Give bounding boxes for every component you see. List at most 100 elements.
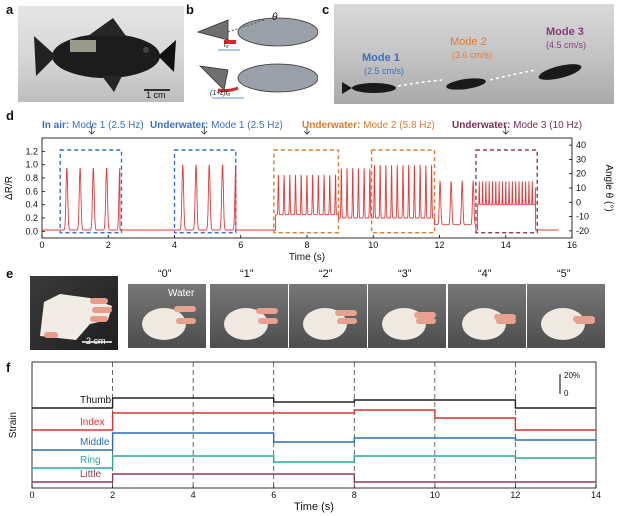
strain-scale-bottom-label: 0 bbox=[564, 389, 569, 398]
gesture-label-2: “2” bbox=[319, 268, 333, 280]
x-tick-label: 12 bbox=[510, 490, 520, 500]
strain-line-little bbox=[32, 473, 596, 483]
highlight-box-3 bbox=[273, 149, 340, 234]
gesture-photo-0 bbox=[128, 284, 206, 348]
gesture-photo-5 bbox=[527, 284, 605, 348]
arrow-underwater-mode2 bbox=[303, 126, 311, 135]
mode1-name: Mode 1 bbox=[362, 52, 400, 64]
gesture-photo-1 bbox=[210, 284, 288, 348]
highlight-box-2 bbox=[173, 149, 237, 234]
highlight-box-1 bbox=[59, 149, 123, 234]
x-tick-label: 6 bbox=[238, 240, 243, 250]
arrow-in-air bbox=[88, 126, 95, 135]
mode2-name: Mode 2 bbox=[450, 36, 487, 48]
x-tick-label: 12 bbox=[434, 240, 444, 250]
sensor-patch bbox=[70, 40, 96, 52]
x-tick-label: 14 bbox=[591, 490, 601, 500]
strain-scale-top-label: 20% bbox=[564, 371, 580, 380]
y-right-tick-label: 20 bbox=[576, 169, 586, 179]
y-right-tick-label: 10 bbox=[576, 183, 586, 193]
x-tick-label: 8 bbox=[304, 240, 309, 250]
chart-d: 0 2 4 6 8 10 12 14 16 0.0 0.2 0.4 0.6 0.8 1.0 1.2 -20 -10… bbox=[4, 126, 614, 263]
mode3-speed: (4.5 cm/s) bbox=[546, 40, 587, 50]
y-tick-label: 0.0 bbox=[25, 226, 38, 236]
x-tick-label: 16 bbox=[567, 240, 577, 250]
x-tick-label: 4 bbox=[172, 240, 177, 250]
sensor-strip-stretched bbox=[217, 86, 239, 93]
x-tick-label: 2 bbox=[110, 490, 115, 500]
gesture-label-1: “1” bbox=[240, 268, 254, 280]
annotation-underwater-mode2: Underwater: Mode 2 (5.8 Hz) bbox=[302, 120, 435, 131]
y-right-tick-label: 40 bbox=[576, 140, 586, 150]
annotation-underwater-mode2-bold: Underwater: bbox=[302, 120, 361, 131]
chart-f: 0 2 4 6 8 10 12 14 Thumb Index Middle Ring Little Str… bbox=[8, 361, 601, 513]
x-tick-label: 8 bbox=[352, 490, 357, 500]
x-tick-label: 6 bbox=[271, 490, 276, 500]
annotation-in-air: In air: Mode 1 (2.5 Hz) bbox=[42, 120, 144, 131]
gesture-photo-3 bbox=[368, 284, 446, 348]
mode2-speed: (3.6 cm/s) bbox=[452, 50, 493, 60]
panel-letter-b: b bbox=[186, 2, 194, 17]
y-tick-label: 1.2 bbox=[25, 146, 38, 156]
gesture-label-4: “4” bbox=[478, 268, 492, 280]
annotation-underwater-mode3-rest: Mode 3 (10 Hz) bbox=[510, 120, 583, 131]
gesture-label-5: “5” bbox=[557, 268, 571, 280]
highlight-box-5 bbox=[475, 149, 538, 234]
x-tick-label: 10 bbox=[368, 240, 378, 250]
annotation-underwater-mode1-rest: Mode 1 (2.5 Hz) bbox=[208, 120, 283, 131]
y-tick-label: 0.6 bbox=[25, 186, 38, 196]
y-right-tick-label: 0 bbox=[576, 197, 581, 207]
annotation-underwater-mode3: Underwater: Mode 3 (10 Hz) bbox=[452, 120, 582, 131]
x-tick-label: 4 bbox=[191, 490, 196, 500]
mode1-speed: (2.5 cm/s) bbox=[364, 66, 405, 76]
y-axis-label: Strain bbox=[8, 412, 19, 438]
strain-length-label: (1+ε)l₀ bbox=[210, 90, 231, 97]
x-axis-label: Time (s) bbox=[294, 501, 334, 513]
x-tick-label: 14 bbox=[501, 240, 511, 250]
strain-line-middle bbox=[32, 432, 596, 451]
panel-letter-d: d bbox=[6, 108, 14, 123]
x-axis-label: Time (s) bbox=[289, 252, 325, 263]
y-right-tick-label: -10 bbox=[576, 212, 589, 222]
theta-label: θ bbox=[272, 12, 278, 23]
strain-line-ring bbox=[32, 455, 596, 469]
y-right-tick-label: -20 bbox=[576, 226, 589, 236]
x-tick-label: 2 bbox=[106, 240, 111, 250]
annotation-underwater-mode3-bold: Underwater: bbox=[452, 120, 511, 131]
y-right-tick-label: 30 bbox=[576, 154, 586, 164]
y-right-axis-label: Angle θ (°) bbox=[603, 164, 614, 211]
y-tick-label: 0.8 bbox=[25, 173, 38, 183]
signal-line bbox=[42, 164, 559, 231]
plot-frame bbox=[31, 361, 597, 489]
glove-scale-bar-label: 2 cm bbox=[86, 336, 106, 346]
channel-label-thumb: Thumb bbox=[80, 395, 112, 406]
x-tick-label: 0 bbox=[29, 490, 34, 500]
fish-robot-illustration bbox=[34, 18, 176, 92]
y-tick-label: 0.4 bbox=[25, 200, 38, 210]
panel-letter-e: e bbox=[6, 266, 14, 281]
channel-label-little: Little bbox=[80, 469, 102, 480]
annotation-underwater-mode1-bold: Underwater: bbox=[150, 120, 209, 131]
gesture-label-0: “0” bbox=[158, 268, 172, 280]
channel-label-index: Index bbox=[80, 417, 104, 428]
gesture-photo-4 bbox=[448, 284, 526, 348]
panel-letter-f: f bbox=[6, 360, 11, 375]
annotation-in-air-bold: In air: bbox=[42, 120, 70, 131]
y-tick-label: 0.2 bbox=[25, 213, 38, 223]
y-tick-label: 1.0 bbox=[25, 160, 38, 170]
strain-line-index bbox=[32, 409, 596, 431]
strain-line-thumb bbox=[32, 397, 596, 409]
arrow-underwater-mode1 bbox=[201, 126, 208, 135]
channel-label-ring: Ring bbox=[80, 455, 101, 466]
panel-letter-c: c bbox=[322, 2, 330, 17]
annotation-underwater-mode2-rest: Mode 2 (5.8 Hz) bbox=[360, 120, 435, 131]
highlight-box-4 bbox=[370, 149, 436, 234]
water-label: Water bbox=[168, 288, 195, 299]
gesture-label-3: “3” bbox=[398, 268, 412, 280]
fish-photo: 1 cm bbox=[18, 6, 184, 102]
mode3-name: Mode 3 bbox=[546, 26, 584, 38]
l0-label: l₀ bbox=[224, 42, 229, 49]
swimming-photo: Mode 1 (2.5 cm/s) Mode 2 (3.6 cm/s) Mode… bbox=[334, 4, 614, 104]
annotation-underwater-mode1: Underwater: Mode 1 (2.5 Hz) bbox=[150, 120, 283, 131]
panel-letter-a: a bbox=[6, 2, 14, 17]
